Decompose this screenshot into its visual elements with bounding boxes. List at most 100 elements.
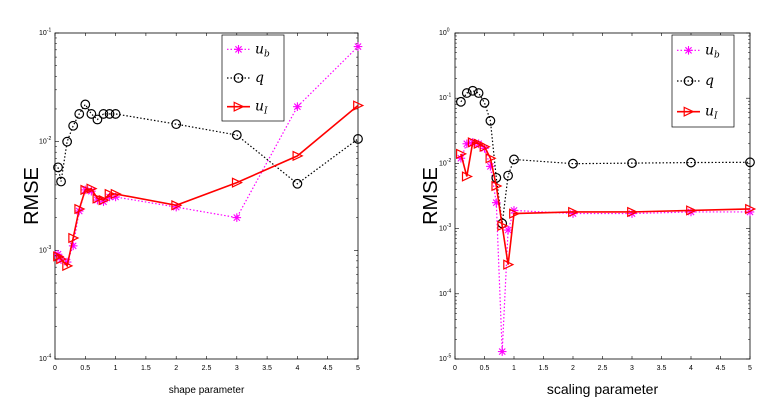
x-tick-label: 1 (114, 365, 118, 372)
point-q (627, 158, 637, 169)
point-uI (68, 232, 80, 244)
legend-label-ub: ub (255, 41, 270, 59)
point-ub (503, 225, 513, 235)
x-tick-label: 4 (689, 365, 693, 372)
point-q (68, 120, 79, 131)
x-tick-label: 4.5 (323, 365, 333, 372)
point-q (171, 119, 182, 130)
y-tick-label: 10-1 (39, 28, 51, 38)
point-q (503, 170, 514, 181)
point-uI (485, 152, 497, 164)
y-tick-label: 10-3 (39, 245, 51, 255)
legend: ub q uI (671, 34, 735, 128)
point-ub (462, 139, 472, 149)
y-tick-label: 10-4 (39, 354, 51, 364)
y-tick-label: 100 (439, 28, 450, 38)
point-ub (232, 213, 242, 222)
point-uI (509, 208, 521, 219)
legend-marker-q (233, 73, 244, 83)
point-uI (104, 188, 116, 200)
legend-marker-ub (684, 46, 693, 55)
point-q (467, 85, 478, 96)
point-uI (456, 148, 468, 160)
y-axis-label: RMSE (21, 167, 43, 225)
legend-marker-q (683, 76, 694, 86)
point-q (104, 109, 115, 119)
point-uI (98, 194, 110, 206)
x-tick-label: 5 (748, 365, 752, 372)
x-tick-label: 0.5 (80, 365, 90, 372)
x-tick-label: 0.5 (480, 365, 490, 372)
point-uI (479, 141, 491, 153)
x-tick-label: 2 (174, 365, 178, 372)
x-tick-label: 4.5 (716, 365, 726, 372)
point-uI (171, 199, 183, 211)
x-tick-label: 3.5 (657, 365, 667, 372)
x-tick-label: 5 (356, 365, 360, 372)
point-uI (745, 203, 757, 215)
series-line-q (57, 103, 359, 185)
point-uI (461, 171, 474, 182)
point-uI (53, 251, 65, 262)
series-line-uI (57, 104, 359, 268)
point-uI (86, 183, 98, 194)
y-tick-label: 10-4 (439, 288, 451, 298)
chart-right: 0 0.5 1 1.5 2 2.5 3 3.5 4 4.5 5 10-5 10-4 10-3 10-2 10-… (420, 28, 757, 397)
legend-label-uI: uI (255, 99, 268, 117)
point-uI (56, 253, 68, 265)
point-q (74, 109, 85, 119)
legend-marker-uI (683, 106, 695, 117)
point-q (568, 158, 578, 169)
y-axis-label: RMSE (420, 167, 442, 225)
point-q (98, 109, 109, 119)
legend-label-uI: uI (705, 104, 718, 122)
legend-label-ub: ub (705, 42, 720, 60)
x-axis-label: scaling parameter (547, 381, 659, 397)
point-q (745, 157, 755, 168)
point-ub (497, 347, 507, 356)
x-tick-label: 4 (295, 365, 299, 372)
x-tick-label: 2.5 (202, 365, 212, 372)
chart-left: 0 0.5 1 1.5 2 2.5 3 3.5 4 4.5 5 10-4 10-3 10-2 10-1 RMS… (21, 28, 365, 396)
point-uI (497, 220, 509, 232)
point-uI (292, 150, 304, 162)
point-q (509, 154, 519, 165)
point-q (485, 115, 496, 126)
series-line-uI (460, 141, 751, 265)
x-tick-label: 0 (53, 365, 57, 372)
point-uI (110, 188, 122, 200)
point-ub (293, 102, 302, 111)
x-axis-label: shape parameter (169, 385, 245, 396)
point-q (110, 109, 121, 119)
y-tick-label: 10-1 (439, 93, 451, 103)
y-tick-label: 10-5 (439, 354, 451, 364)
point-q (56, 176, 66, 187)
point-uI (473, 138, 485, 150)
point-q (231, 130, 242, 140)
point-uI (92, 193, 104, 204)
point-uI (467, 137, 479, 148)
point-uI (491, 180, 503, 192)
x-tick-label: 3.5 (262, 365, 272, 372)
legend-marker-uI (233, 101, 245, 112)
legend-marker-ub (234, 45, 243, 54)
point-uI (231, 177, 244, 188)
x-tick-label: 1 (512, 365, 516, 372)
point-q (86, 109, 97, 119)
legend-label-q: q (255, 70, 264, 86)
point-q (456, 96, 466, 107)
point-uI (686, 205, 698, 216)
point-q (62, 136, 73, 147)
y-tick-label: 10-2 (39, 136, 51, 146)
point-q (92, 114, 103, 125)
series-line-ub (460, 141, 750, 352)
y-tick-label: 10-2 (439, 158, 451, 168)
legend: ub q uI (221, 34, 285, 122)
point-q (686, 157, 696, 168)
point-q (479, 97, 490, 108)
x-tick-label: 2.5 (598, 365, 608, 372)
point-uI (74, 203, 86, 215)
x-tick-label: 1.5 (141, 365, 151, 372)
legend-label-q: q (705, 73, 714, 89)
